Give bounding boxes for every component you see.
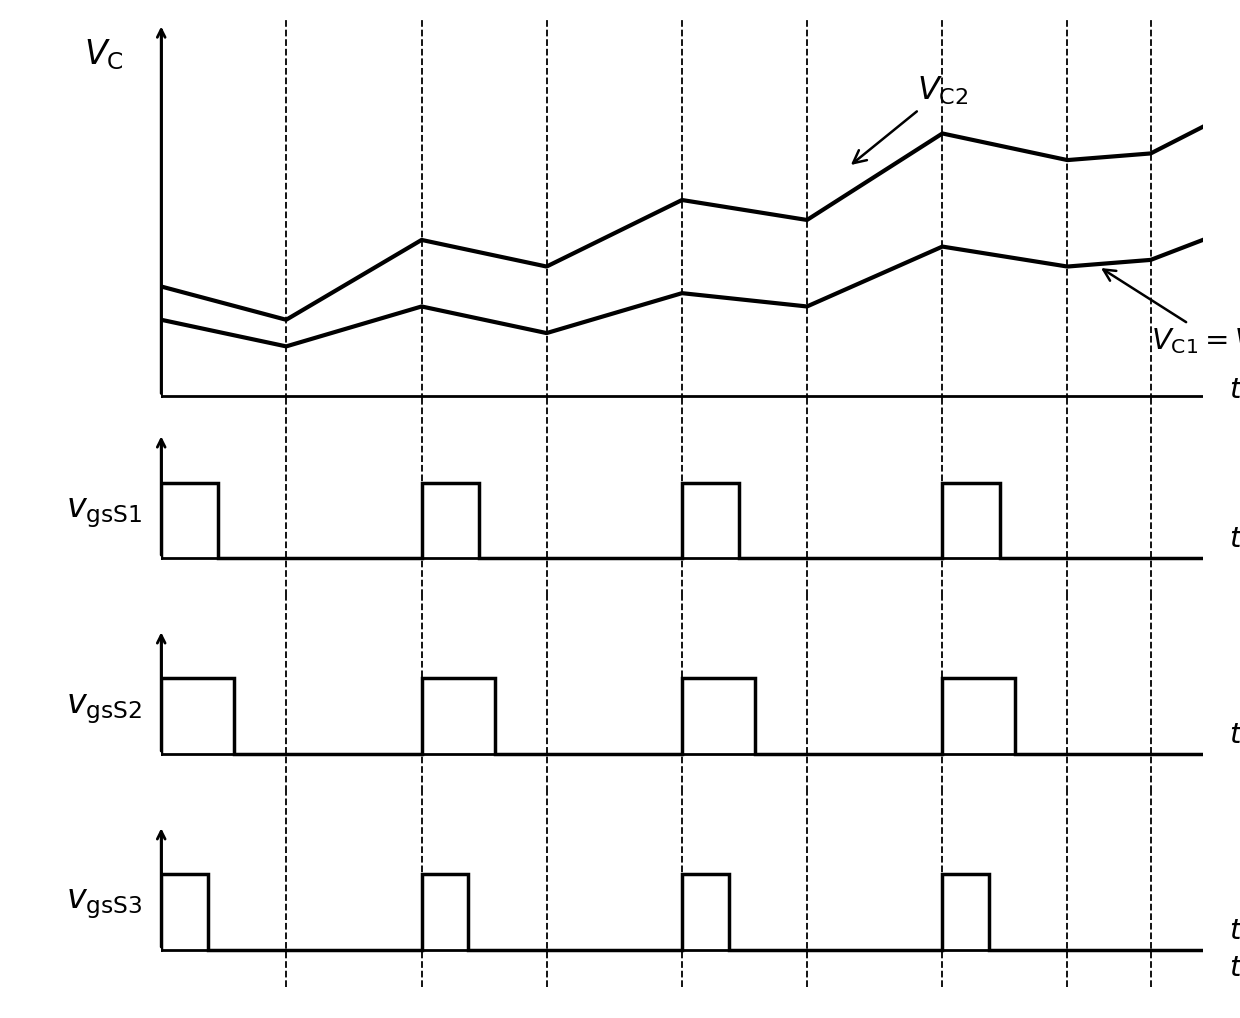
Text: $v_{\mathrm{gsS2}}$: $v_{\mathrm{gsS2}}$ [66,691,143,726]
Text: $V_{\mathrm{C}}$: $V_{\mathrm{C}}$ [84,37,124,71]
Text: $t$: $t$ [1229,722,1240,749]
Text: $t$: $t$ [1229,376,1240,403]
Text: $V_{\mathrm{C1}}$$=$$V_{\mathrm{C3}}$: $V_{\mathrm{C1}}$$=$$V_{\mathrm{C3}}$ [1104,270,1240,356]
Text: $v_{\mathrm{gsS1}}$: $v_{\mathrm{gsS1}}$ [66,496,143,529]
Text: $V_{\mathrm{C2}}$: $V_{\mathrm{C2}}$ [853,74,968,163]
Text: $t$: $t$ [1229,917,1240,946]
Text: $v_{\mathrm{gsS3}}$: $v_{\mathrm{gsS3}}$ [66,888,143,921]
Text: $t$: $t$ [1229,954,1240,982]
Text: $t$: $t$ [1229,525,1240,554]
